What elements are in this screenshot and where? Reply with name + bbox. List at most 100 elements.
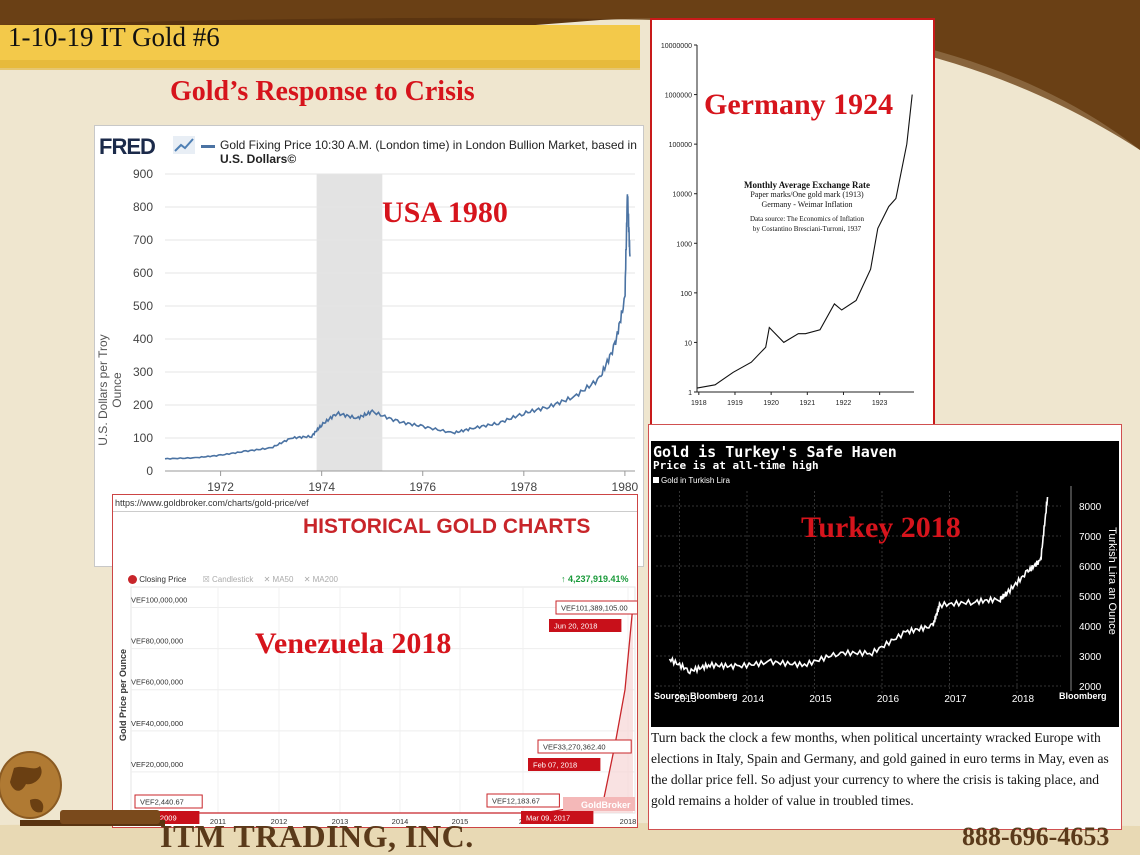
- callout-date-box: [521, 811, 594, 824]
- germany-chart-panel: 1 10 100 1000 10000 100000 1000000 10000000 1918…: [650, 18, 935, 426]
- callout-date: Jun 20, 2018: [554, 622, 597, 631]
- germany-note-source1: Data source: The Economics of Inflation: [750, 215, 864, 223]
- y-tick-label: 200: [133, 398, 153, 412]
- x-tick-label: 1980: [612, 480, 639, 494]
- callout-value: VEF12,183.67: [492, 797, 540, 806]
- turkey-black-area: [651, 441, 1119, 727]
- germany-chart: 1 10 100 1000 10000 100000 1000000 10000000 1918…: [661, 43, 914, 407]
- x-tick-label: 2018: [620, 817, 637, 826]
- x-tick-label: 2015: [452, 817, 469, 826]
- y-tick-label: 500: [133, 299, 153, 313]
- turkey-label: Turkey 2018: [801, 511, 961, 544]
- x-tick-label: 1923: [872, 400, 888, 407]
- callout-value-box: [134, 794, 203, 809]
- fred-logo-icon: [173, 136, 195, 154]
- x-tick-label: 1974: [308, 480, 335, 494]
- x-tick-label: 1972: [207, 480, 234, 494]
- x-tick-label: 2014: [742, 694, 765, 705]
- x-tick-label: 1976: [409, 480, 436, 494]
- x-tick-label: 2018: [1012, 694, 1035, 705]
- x-tick-label: 2013: [674, 694, 697, 705]
- turkey-price-line: [668, 496, 1049, 675]
- y-tick-label: 6000: [1079, 562, 1102, 573]
- y-tick-label: VEF40,000,000: [131, 719, 183, 728]
- usa-price-line: [164, 194, 631, 460]
- watermark-text: GoldBroker: [581, 800, 631, 810]
- phone-number: 888-696-4653: [962, 822, 1110, 851]
- callout-value: VEF101,389,105.00: [561, 604, 628, 613]
- turkey-caption: Turn back the clock a few months, when p…: [651, 730, 1109, 808]
- y-tick-label: 300: [133, 365, 153, 379]
- x-tick-label: 2014: [392, 817, 409, 826]
- turkey-source: Source: Bloomberg: [654, 691, 738, 701]
- y-tick-label: 7000: [1079, 532, 1102, 543]
- y-tick-label: 100: [133, 431, 153, 445]
- y-tick-label: 700: [133, 233, 153, 247]
- callout-value-box: [537, 739, 632, 754]
- callout-date-box: [549, 619, 622, 632]
- venezuela-header: HISTORICAL GOLD CHARTS: [303, 515, 591, 538]
- y-tick-label: 3000: [1079, 652, 1102, 663]
- y-tick-label: VEF60,000,000: [131, 678, 183, 687]
- y-tick-label: 1000: [676, 241, 692, 248]
- closing-price-dot: [128, 575, 137, 585]
- y-tick-label: 1: [688, 390, 692, 397]
- x-tick-label: 1919: [727, 400, 743, 407]
- y-tick-label: 100000: [669, 142, 692, 149]
- legend-line-swatch: [201, 145, 215, 148]
- turkey-subtitle: Price is at all-time high: [653, 459, 819, 472]
- y-tick-label: VEF20,000,000: [131, 760, 183, 769]
- turkey-legend: Gold in Turkish Lira: [653, 476, 730, 485]
- x-tick-label: 2013: [332, 817, 349, 826]
- venezuela-url: https://www.goldbroker.com/charts/gold-p…: [115, 498, 309, 508]
- y-tick-label: 1000000: [665, 93, 692, 100]
- y-tick-label: 10000000: [661, 43, 692, 50]
- fred-logo: FRED: [99, 134, 156, 159]
- x-tick-label: 2011: [210, 817, 226, 826]
- y-tick-label: VEF100,000,000: [131, 596, 187, 605]
- callout-date: Mar 09, 2017: [526, 814, 570, 823]
- turkey-chart-panel: Gold is Turkey's Safe Haven Price is at …: [648, 424, 1122, 830]
- y-tick-label: 4000: [1079, 622, 1102, 633]
- y-tick-label: 600: [133, 266, 153, 280]
- watermark-bg: [563, 797, 635, 811]
- x-tick-label: 2012: [271, 817, 288, 826]
- venezuela-url-divider: [113, 511, 637, 512]
- company-name: ITM TRADING, INC.: [160, 818, 474, 854]
- y-tick-label: 5000: [1079, 592, 1102, 603]
- usa-legend: Gold Fixing Price 10:30 A.M. (London tim…: [220, 138, 637, 166]
- main-title: Gold’s Response to Crisis: [170, 76, 475, 107]
- callout-date: Feb 07, 2018: [533, 761, 577, 770]
- germany-note-source2: by Costantino Bresciani-Turroni, 1937: [752, 225, 862, 233]
- callout-date-box: [528, 758, 601, 771]
- y-tick-label: 10: [684, 340, 692, 347]
- x-tick-label: 2015: [809, 694, 832, 705]
- y-tick-label: VEF80,000,000: [131, 637, 183, 646]
- x-tick-label: 1920: [763, 400, 779, 407]
- germany-label: Germany 1924: [704, 88, 894, 121]
- y-tick-label: 0: [146, 464, 153, 478]
- venezuela-change: ↑ 4,237,919.41%: [561, 574, 629, 584]
- callout-value-box: [486, 793, 560, 808]
- y-tick-label: 400: [133, 332, 153, 346]
- y-tick-label: 900: [133, 167, 153, 181]
- usa-label: USA 1980: [382, 196, 508, 229]
- germany-note: Monthly Average Exchange Rate Paper mark…: [712, 180, 902, 234]
- x-tick-label: 1978: [510, 480, 537, 494]
- usa-chart: 0 100 200 300 400 500 600 700 800 900 1972 1974 1976…: [133, 167, 639, 494]
- venezuela-chart: VEF20,000,000 VEF40,000,000 VEF60,000,000 V…: [127, 586, 637, 826]
- recession-band: [316, 174, 383, 471]
- venezuela-price-line: [136, 604, 634, 814]
- germany-note-title: Monthly Average Exchange Rate: [743, 180, 871, 190]
- germany-note-line1: Paper marks/One gold mark (1913): [750, 190, 864, 199]
- germany-exchange-line: [696, 94, 913, 389]
- y-tick-label: 2000: [1079, 682, 1102, 693]
- callout-value: VEF33,270,362.40: [543, 743, 606, 752]
- x-tick-label: 1918: [691, 400, 707, 407]
- turkey-chart: 2000 3000 4000 5000 6000 7000 8000 2013 2014 2015…: [656, 486, 1102, 705]
- x-tick-label: 1921: [800, 400, 816, 407]
- x-tick-label: 1922: [836, 400, 852, 407]
- callout-value: VEF2,440.67: [140, 798, 184, 807]
- turkey-title: Gold is Turkey's Safe Haven: [653, 443, 897, 461]
- y-tick-label: 10000: [673, 192, 693, 199]
